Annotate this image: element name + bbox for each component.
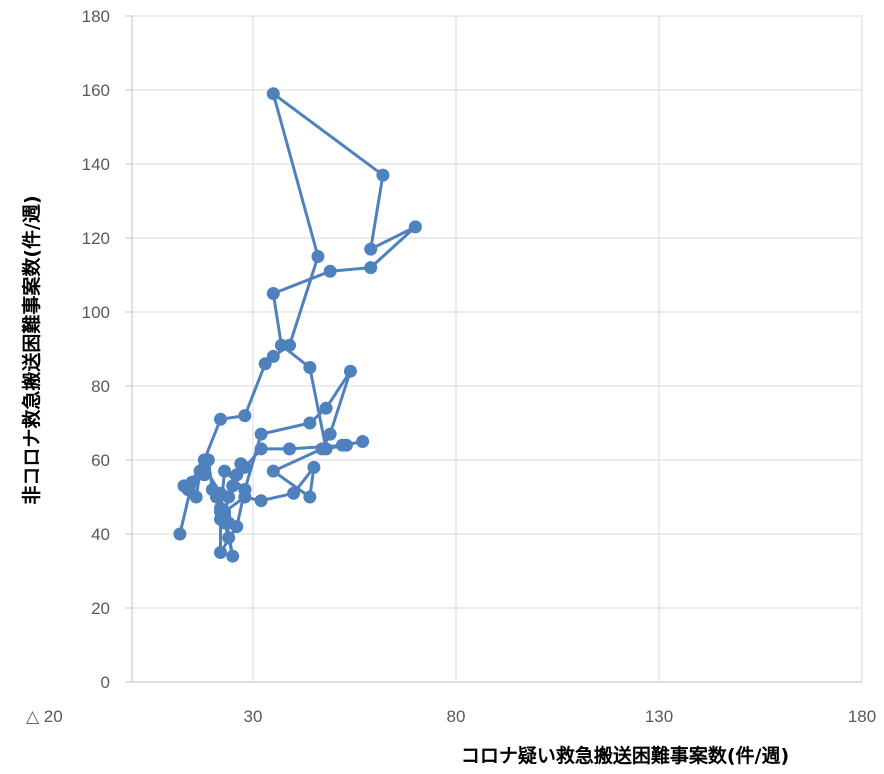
- data-point: [303, 490, 317, 504]
- x-tick-labels: △ 20 30 80 130 180: [26, 707, 876, 726]
- data-point: [408, 220, 422, 234]
- data-point: [226, 479, 240, 493]
- gridlines: [126, 15, 863, 683]
- data-point: [214, 505, 228, 519]
- y-tick-label: 80: [91, 377, 110, 396]
- data-point: [319, 442, 333, 456]
- y-axis-title: 非コロナ救急搬送困難事案数(件/週): [20, 195, 43, 504]
- data-point: [323, 427, 337, 441]
- data-point: [323, 264, 337, 278]
- data-point: [311, 250, 325, 263]
- x-tick-label: 30: [244, 707, 263, 726]
- y-tick-label: 160: [82, 81, 110, 100]
- data-point: [214, 546, 228, 559]
- data-point: [376, 168, 390, 182]
- data-point: [214, 412, 228, 426]
- data-point: [339, 438, 353, 452]
- data-point: [254, 442, 268, 456]
- y-tick-label: 60: [91, 451, 110, 470]
- data-point: [218, 464, 232, 478]
- data-point: [254, 494, 268, 508]
- y-tick-label: 140: [82, 155, 110, 174]
- data-point: [222, 490, 236, 504]
- data-point: [193, 464, 207, 478]
- data-point: [234, 457, 248, 471]
- data-point: [356, 435, 370, 448]
- data-point: [173, 527, 187, 541]
- y-tick-label: 20: [91, 599, 110, 618]
- data-points: [173, 87, 422, 563]
- y-tick-label: 180: [82, 7, 110, 26]
- x-tick-label: 180: [848, 707, 876, 726]
- data-point: [181, 483, 195, 497]
- data-point: [197, 453, 211, 467]
- data-point: [266, 464, 280, 478]
- y-tick-label: 100: [82, 303, 110, 322]
- data-point: [319, 401, 333, 415]
- data-point: [303, 416, 317, 430]
- data-point: [230, 468, 244, 482]
- y-tick-label: 0: [101, 673, 110, 692]
- x-axis-title: コロナ疑い救急搬送困難事案数(件/週): [461, 744, 789, 767]
- data-point: [307, 460, 321, 474]
- data-point: [238, 409, 252, 423]
- data-point: [364, 261, 378, 275]
- data-point: [226, 549, 240, 563]
- y-tick-label: 120: [82, 229, 110, 248]
- y-tick-labels: 0 20 40 60 80 100 120 140 160 180: [82, 7, 110, 692]
- data-point: [287, 486, 301, 500]
- data-point: [343, 364, 357, 378]
- x-tick-label: △ 20: [26, 707, 63, 726]
- data-point: [364, 242, 378, 256]
- x-tick-label: 80: [447, 707, 466, 726]
- data-point: [274, 338, 288, 352]
- y-tick-label: 40: [91, 525, 110, 544]
- data-point: [266, 349, 280, 363]
- data-point: [303, 361, 317, 374]
- data-point: [254, 427, 268, 441]
- data-point: [266, 287, 280, 300]
- data-point: [238, 483, 252, 497]
- x-tick-label: 130: [645, 707, 673, 726]
- data-point: [266, 87, 280, 101]
- data-point: [283, 442, 297, 456]
- data-point: [222, 531, 236, 545]
